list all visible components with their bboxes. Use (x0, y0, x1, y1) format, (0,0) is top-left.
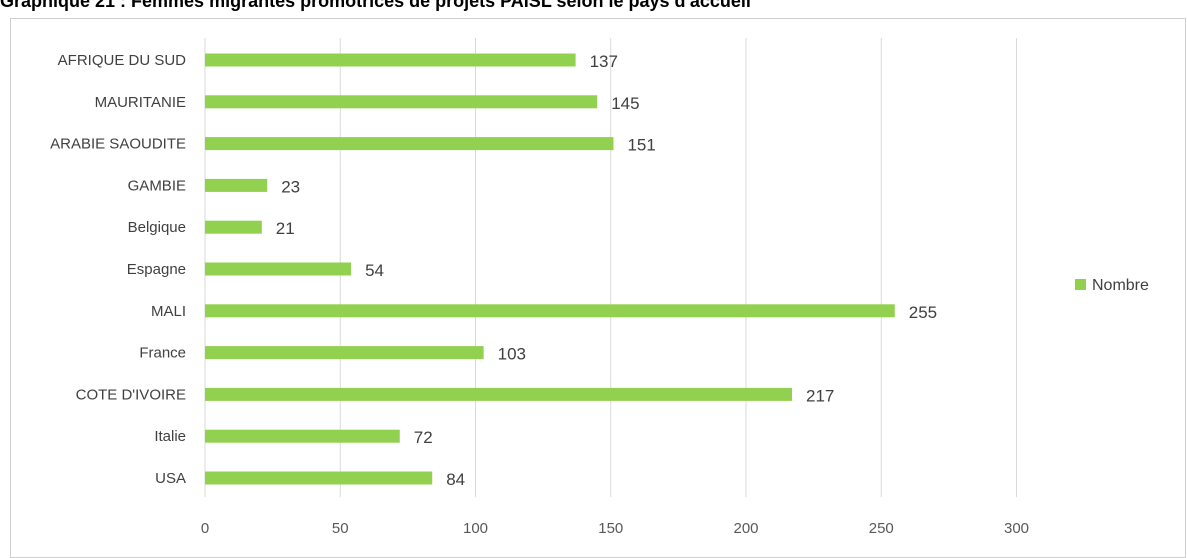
x-tick-label: 200 (733, 520, 758, 537)
data-label: 23 (281, 177, 300, 196)
category-label: COTE D'IVOIRE (76, 386, 186, 403)
bar (205, 471, 433, 485)
category-label: USA (155, 470, 186, 487)
data-label: 103 (498, 345, 526, 364)
category-label: GAMBIE (128, 177, 186, 194)
category-label: Espagne (127, 261, 186, 278)
bar (205, 304, 895, 318)
category-label: France (139, 345, 186, 362)
category-label: AFRIQUE DU SUD (58, 52, 187, 69)
data-label: 145 (611, 94, 639, 113)
bar (205, 262, 352, 276)
x-tick-label: 0 (201, 520, 209, 537)
category-label: ARABIE SAOUDITE (50, 136, 186, 153)
bar (205, 178, 268, 192)
category-label: Belgique (128, 219, 186, 236)
data-label: 21 (276, 219, 295, 238)
x-tick-label: 100 (463, 520, 488, 537)
data-labels: 137 145 151 23 21 54 255 103 217 72 84 (276, 52, 937, 489)
bar (205, 53, 576, 67)
category-label: MALI (151, 303, 186, 320)
x-tick-label: 50 (332, 520, 349, 537)
data-label: 54 (365, 261, 384, 280)
legend: Nombre (1075, 277, 1149, 294)
x-tick-label: 150 (598, 520, 623, 537)
x-tick-label: 250 (869, 520, 894, 537)
chart-title: Graphique 21 : Femmes migrantes promotri… (0, 0, 751, 11)
legend-label: Nombre (1092, 277, 1149, 294)
data-label: 255 (909, 303, 937, 322)
bars (205, 53, 895, 485)
x-tick-labels: 0 50 100 150 200 250 300 (201, 520, 1029, 537)
category-label: Italie (154, 428, 186, 445)
bar (205, 95, 598, 109)
bar (205, 387, 792, 401)
bar (205, 346, 484, 360)
bar (205, 429, 400, 443)
legend-swatch (1075, 279, 1086, 290)
data-label: 72 (414, 428, 433, 447)
x-tick-label: 300 (1004, 520, 1029, 537)
bar (205, 137, 614, 151)
data-label: 151 (627, 136, 655, 155)
data-label: 137 (590, 52, 618, 71)
bar (205, 220, 262, 234)
category-label: MAURITANIE (95, 94, 186, 111)
data-label: 217 (806, 386, 834, 405)
data-label: 84 (446, 470, 465, 489)
category-labels: AFRIQUE DU SUD MAURITANIE ARABIE SAOUDITE G… (50, 52, 186, 487)
